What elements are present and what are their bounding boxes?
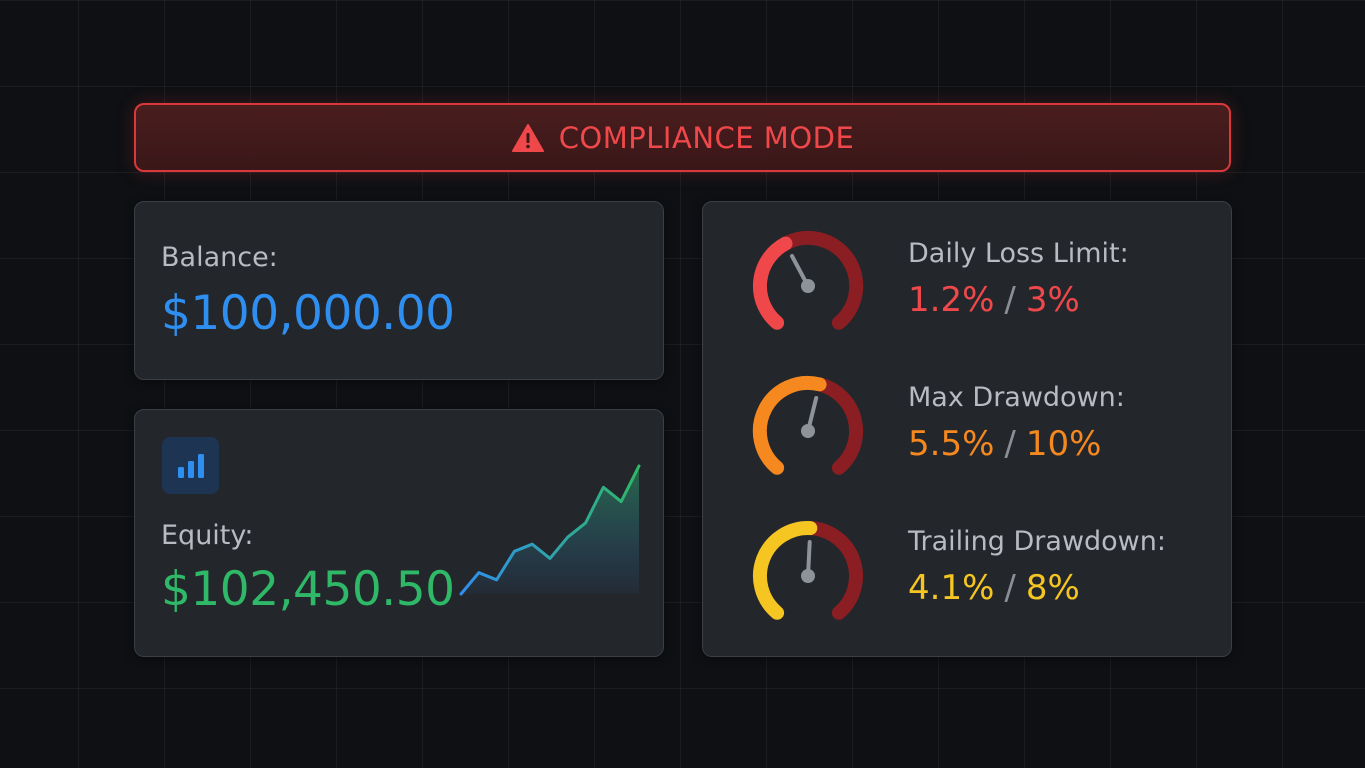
gauge-hub xyxy=(801,279,815,293)
max-drawdown-value: 5.5%/10% xyxy=(908,424,1101,464)
gauge-hub xyxy=(801,569,815,583)
balance-label: Balance: xyxy=(161,242,278,273)
gauge-filled-arc xyxy=(753,521,818,620)
trailing-drawdown-separator: / xyxy=(1004,568,1016,608)
max-drawdown-limit: 10% xyxy=(1025,424,1102,464)
equity-label: Equity: xyxy=(161,520,254,551)
bar-chart-icon xyxy=(162,437,219,494)
daily-loss-value: 1.2%/3% xyxy=(908,280,1080,320)
gauge-filled-arc xyxy=(753,236,793,330)
balance-card: Balance: $100,000.00 xyxy=(134,201,664,380)
gauge-filled-arc xyxy=(752,375,827,475)
risk-limits-card: Daily Loss Limit: 1.2%/3% Max Drawdown: … xyxy=(702,201,1232,657)
sparkline-area xyxy=(461,466,639,594)
compliance-mode-banner: COMPLIANCE MODE xyxy=(134,103,1231,172)
banner-title: COMPLIANCE MODE xyxy=(558,120,855,155)
balance-value: $100,000.00 xyxy=(161,286,455,341)
daily-loss-separator: / xyxy=(1004,280,1016,320)
trailing-drawdown-value: 4.1%/8% xyxy=(908,568,1080,608)
trailing-drawdown-gauge-icon xyxy=(753,521,863,620)
trailing-drawdown-limit: 8% xyxy=(1025,568,1080,608)
daily-loss-limit: 3% xyxy=(1025,280,1080,320)
max-drawdown-gauge-icon xyxy=(752,375,864,475)
gauge-hub xyxy=(801,424,815,438)
gauge-remaining-arc xyxy=(812,377,864,475)
warning-icon xyxy=(511,123,544,152)
daily-loss-gauge-icon xyxy=(753,230,864,330)
daily-loss-label: Daily Loss Limit: xyxy=(908,238,1129,269)
trailing-drawdown-label: Trailing Drawdown: xyxy=(908,526,1166,557)
gauge-remaining-arc xyxy=(803,521,863,620)
equity-value: $102,450.50 xyxy=(161,562,455,617)
max-drawdown-separator: / xyxy=(1004,424,1016,464)
max-drawdown-current: 5.5% xyxy=(908,424,995,464)
daily-loss-current: 1.2% xyxy=(908,280,995,320)
max-drawdown-label: Max Drawdown: xyxy=(908,382,1125,413)
sparkline-line xyxy=(459,464,641,596)
equity-sparkline xyxy=(459,464,641,596)
equity-card: Equity: $102,450.50 xyxy=(134,409,664,657)
trailing-drawdown-current: 4.1% xyxy=(908,568,995,608)
gauge-remaining-arc xyxy=(778,230,864,330)
